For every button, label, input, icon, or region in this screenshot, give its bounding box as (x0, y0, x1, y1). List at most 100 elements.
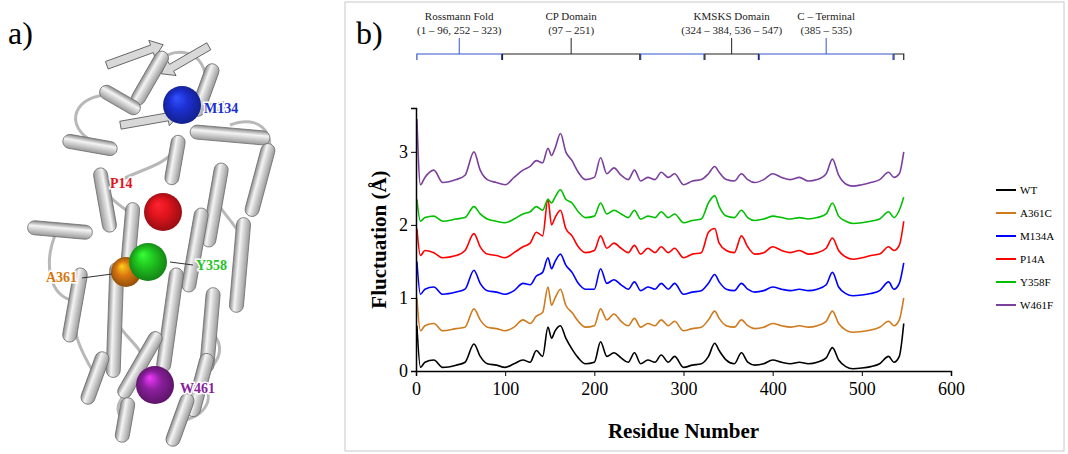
series-line (417, 324, 904, 369)
helix (27, 220, 93, 240)
helix (114, 397, 136, 444)
x-tick-label: 400 (760, 379, 787, 399)
y-tick: 0 (399, 361, 416, 381)
panel-frame (345, 2, 1064, 451)
x-tick-label: 0 (412, 379, 421, 399)
domain-range: (1 – 96, 252 – 323) (417, 24, 502, 37)
residue-label: M134 (204, 101, 238, 116)
domain-bracket (759, 54, 893, 60)
pointer-line (82, 274, 112, 278)
panel-a: M134 P14 A361 Y358 W461 (27, 36, 276, 448)
domain-name: C – Terminal (797, 10, 855, 22)
legend-label: Y358F (1020, 276, 1051, 288)
plot-area (417, 119, 904, 369)
y-tick-mark (411, 152, 416, 153)
legend-swatch (996, 281, 1016, 283)
pointer-line (170, 262, 193, 265)
x-tick-mark (773, 371, 774, 376)
x-tick-label: 200 (581, 379, 608, 399)
y-axis-line (411, 109, 417, 372)
domain-name: CP Domain (546, 10, 598, 22)
y-tick: 3 (399, 142, 416, 162)
panel-letter: b) (356, 15, 383, 51)
x-axis: 0 100 200 300 400 500 600 (412, 371, 965, 399)
x-tick: 100 (492, 371, 519, 399)
series-line (417, 119, 904, 186)
y-tick-label: 0 (399, 361, 408, 381)
domain-bracket (641, 54, 704, 60)
legend-label: M134A (1020, 230, 1054, 242)
helix (62, 133, 119, 156)
domain-range: (97 – 251) (548, 24, 594, 37)
legend-label: A361C (1020, 207, 1052, 219)
helix (79, 350, 111, 406)
residue-sphere (129, 243, 167, 281)
x-tick-mark (684, 371, 685, 376)
domain-label: Rossmann Fold (1 – 96, 252 – 323) (417, 10, 502, 37)
domain-stem (571, 38, 572, 54)
helix (229, 217, 251, 313)
domain-range: (385 – 535) (801, 24, 853, 37)
x-tick-mark (594, 371, 595, 376)
y-tick-label: 3 (399, 142, 408, 162)
domain-label: C – Terminal (385 – 535) (797, 10, 855, 37)
x-tick: 0 (412, 371, 421, 399)
domain-bracket (417, 54, 502, 60)
domain-range: (324 – 384, 536 – 547) (681, 24, 782, 37)
legend-swatch (996, 189, 1016, 191)
residue-label: A361 (46, 270, 77, 285)
domain-bracket (894, 54, 904, 60)
residue-sphere (144, 193, 182, 231)
x-tick-label: 600 (938, 379, 965, 399)
y-tick-mark (411, 371, 416, 372)
x-tick-label: 100 (492, 379, 519, 399)
series-line (417, 190, 904, 224)
panel-letter: a) (8, 15, 33, 51)
legend-swatch (996, 212, 1016, 214)
residue-label: P14 (110, 176, 133, 191)
series-line (417, 287, 904, 332)
domain-label: CP Domain (97 – 251) (546, 10, 598, 37)
figure-svg: M134 P14 A361 Y358 W461 a) b) 0 100 200 300 400 500 6… (0, 0, 1068, 454)
series-line (417, 254, 904, 296)
domain-stem (826, 38, 827, 54)
legend-label: P14A (1020, 253, 1045, 265)
domain-name: Rossmann Fold (425, 10, 494, 22)
legend-swatch (996, 304, 1016, 306)
x-tick: 200 (581, 371, 608, 399)
domain-stem (731, 38, 732, 54)
y-axis-title: Fluctuation (Å) (367, 170, 391, 308)
residue-label: Y358 (196, 258, 227, 273)
x-tick-label: 300 (671, 379, 698, 399)
residue-sphere (136, 366, 174, 404)
y-tick: 2 (399, 215, 416, 235)
x-tick: 400 (760, 371, 787, 399)
helix (164, 134, 186, 186)
legend-swatch (996, 235, 1016, 237)
y-tick-mark (411, 225, 416, 226)
helix (190, 125, 271, 146)
x-tick: 500 (849, 371, 876, 399)
helix (164, 392, 196, 448)
legend-label: W461F (1020, 299, 1053, 311)
helix (181, 207, 210, 293)
figure: M134 P14 A361 Y358 W461 a) b) 0 100 200 300 400 500 6… (0, 0, 1068, 454)
y-tick-label: 1 (399, 288, 408, 308)
x-tick-mark (951, 371, 952, 376)
domain-name: KMSKS Domain (694, 10, 771, 22)
y-tick-mark (411, 298, 416, 299)
x-tick-mark (862, 371, 863, 376)
x-axis-line (417, 372, 952, 377)
x-axis-title: Residue Number (608, 419, 759, 443)
domain-label: KMSKS Domain (324 – 384, 536 – 547) (681, 10, 782, 37)
y-tick-label: 2 (399, 215, 408, 235)
x-tick-label: 500 (849, 379, 876, 399)
residue-label: W461 (180, 381, 215, 396)
domain-bracket (705, 54, 759, 60)
loop (105, 150, 175, 190)
y-axis: 0 1 2 3 (399, 109, 417, 382)
helix (156, 267, 184, 373)
x-tick: 300 (671, 371, 698, 399)
helix (244, 142, 277, 218)
legend: WTA361CM134AP14AY358FW461F (996, 184, 1054, 311)
